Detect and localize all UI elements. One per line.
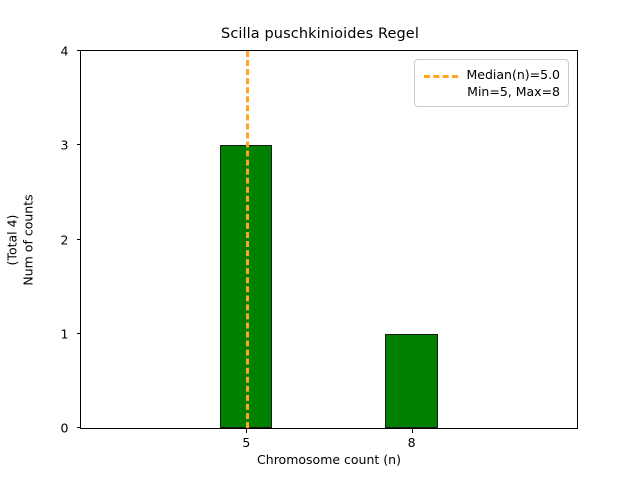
y-axis-label-container: (Total 4) Num of counts [0, 50, 40, 429]
y-tick-4: 4 [61, 44, 81, 59]
x-axis-label: Chromosome count (n) [257, 452, 401, 467]
legend-label-median: Median(n)=5.0 [466, 67, 561, 82]
legend-entry-median: Median(n)=5.0 [423, 66, 560, 83]
y-tick-0: 0 [61, 421, 81, 436]
y-tick-label-2: 2 [60, 232, 69, 247]
y-axis-label-line-1: Num of counts [20, 193, 35, 286]
y-tick-label-1: 1 [60, 326, 69, 342]
y-tick-label-3: 3 [60, 137, 69, 153]
y-tick-3: 3 [61, 138, 81, 153]
x-tick-label-5: 5 [242, 435, 251, 450]
y-tick-1: 1 [61, 326, 81, 341]
legend-entry-minmax: Min=5, Max=8 [423, 83, 560, 100]
bar-category-5 [220, 145, 273, 428]
legend: Median(n)=5.0 Min=5, Max=8 [414, 59, 569, 107]
x-tick-label-8: 8 [407, 435, 416, 450]
chart-title: Scilla puschkinioides Regel [221, 26, 419, 42]
median-line [246, 51, 250, 428]
plot-area: 0 1 2 3 4 5 8 [61, 44, 578, 450]
y-tick-label-0: 0 [60, 420, 69, 436]
dashed-line-icon [423, 69, 458, 81]
legend-label-minmax: Min=5, Max=8 [467, 84, 560, 99]
x-tick-8 [411, 428, 413, 433]
y-tick-label-4: 4 [60, 43, 69, 59]
x-tick-5 [246, 428, 248, 433]
y-axis-label-line-2: (Total 4) [4, 214, 20, 265]
y-tick-2: 2 [61, 232, 81, 247]
y-axis-label: (Total 4) Num of counts [4, 194, 35, 285]
bar-category-8 [385, 333, 438, 428]
